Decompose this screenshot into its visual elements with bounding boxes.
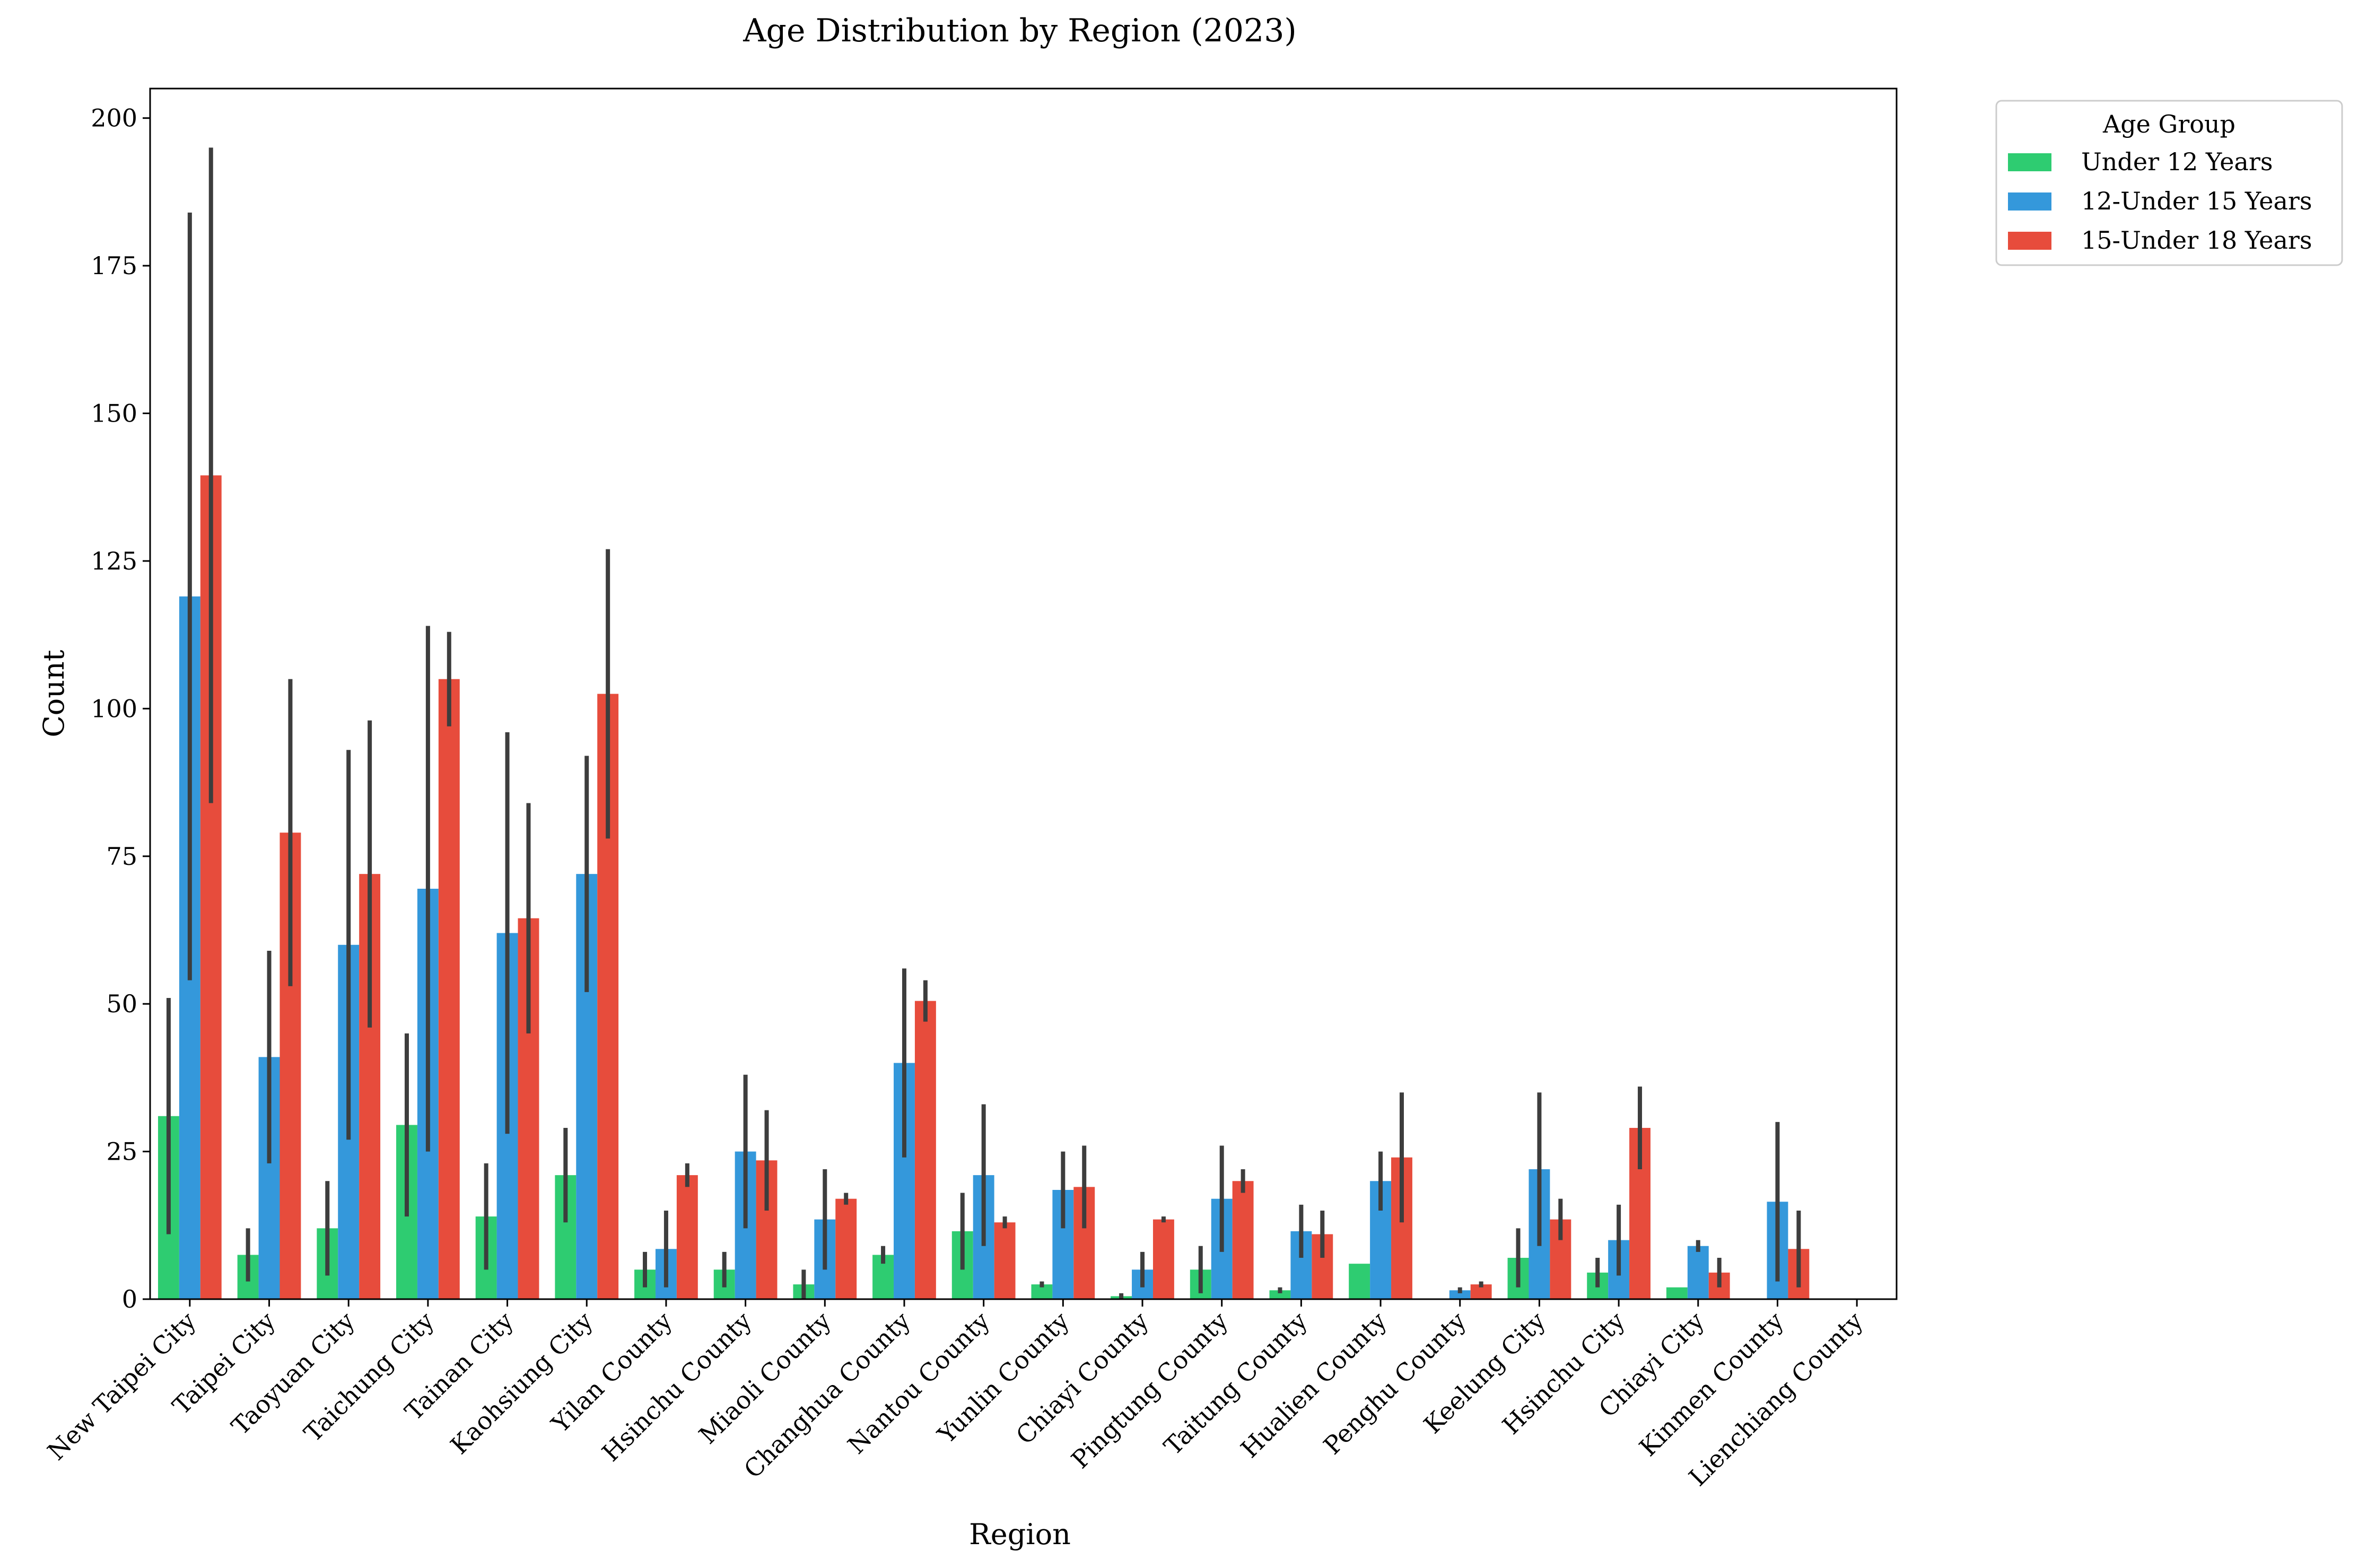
- bar: [1152, 1219, 1174, 1299]
- y-axis-label: Count: [37, 650, 71, 737]
- y-tick-label: 75: [106, 842, 137, 871]
- error-bars-layer: [166, 147, 1801, 1299]
- legend-title: Age Group: [2102, 110, 2235, 138]
- y-tick-label: 25: [106, 1137, 137, 1166]
- chart-title: Age Distribution by Region (2023): [743, 12, 1297, 49]
- y-axis: 0 25 50 75 100 125 150 175 200: [91, 104, 150, 1313]
- bar: [1232, 1181, 1254, 1299]
- y-tick-label: 150: [91, 399, 137, 428]
- y-tick-label: 100: [91, 694, 137, 723]
- legend-label: 12-Under 15 Years: [2081, 187, 2312, 215]
- legend: Age Group Under 12 Years 12-Under 15 Year…: [1995, 100, 2343, 266]
- y-tick-label: 200: [91, 104, 137, 133]
- bar: [438, 679, 460, 1299]
- bar: [1449, 1290, 1471, 1299]
- bar: [676, 1175, 698, 1299]
- x-axis-label: Region: [969, 1518, 1071, 1551]
- plot-frame: [149, 87, 1898, 1300]
- bar: [1666, 1287, 1688, 1299]
- legend-swatch: [2008, 192, 2051, 211]
- legend-box: [1995, 100, 2343, 266]
- legend-swatch: [2008, 232, 2051, 250]
- bar: [1687, 1246, 1709, 1299]
- bar: [835, 1198, 857, 1299]
- bar: [994, 1222, 1016, 1299]
- bar: [914, 1001, 936, 1299]
- bar: [1269, 1290, 1291, 1299]
- legend-swatch: [2008, 153, 2051, 171]
- bar: [1349, 1264, 1370, 1299]
- y-tick-label: 175: [91, 251, 137, 280]
- legend-label: Under 12 Years: [2081, 147, 2273, 176]
- legend-label: 15-Under 18 Years: [2081, 226, 2312, 255]
- y-tick-label: 50: [106, 989, 137, 1018]
- y-tick-label: 125: [91, 547, 137, 575]
- y-tick-label: 0: [122, 1285, 137, 1313]
